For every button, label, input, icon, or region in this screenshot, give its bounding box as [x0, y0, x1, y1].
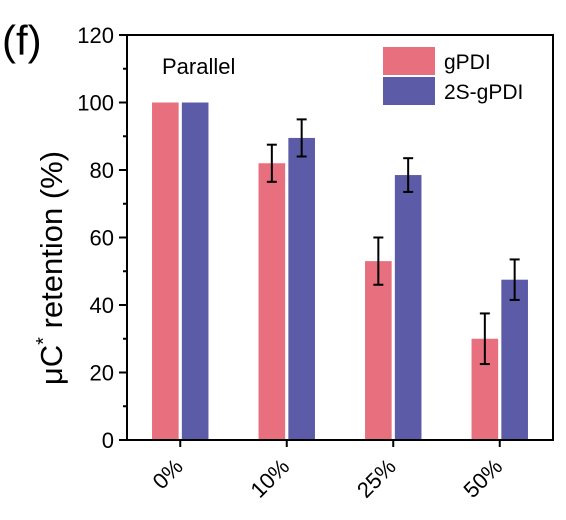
- bar-2s-gpdi-50pct: [501, 279, 528, 440]
- legend: gPDI 2S-gPDI: [383, 47, 523, 105]
- x-tick-label: 10%: [245, 454, 294, 503]
- x-tick-label: 0%: [148, 454, 188, 494]
- y-tick-label: 80: [90, 158, 114, 183]
- y-tick-label: 100: [77, 91, 114, 116]
- y-tick-label: 120: [77, 23, 114, 48]
- y-axis-label: μC* retention (%): [33, 151, 69, 385]
- y-tick-label: 60: [90, 226, 114, 251]
- legend-label-2s-gpdi: 2S-gPDI: [444, 81, 523, 104]
- plot-area: [152, 102, 528, 440]
- y-tick-label: 40: [90, 293, 114, 318]
- bar-2s-gpdi-0pct: [181, 102, 209, 440]
- bar-gpdi-25pct: [365, 261, 392, 440]
- annotation-parallel: Parallel: [162, 54, 235, 79]
- y-tick-label: 20: [90, 361, 114, 386]
- y-tick-label: 0: [102, 428, 114, 453]
- legend-swatch-2s-gpdi: [383, 77, 435, 105]
- y-axis-label-rest: retention (%): [34, 151, 69, 337]
- bar-gpdi-0pct: [152, 102, 179, 440]
- legend-label-gpdi: gPDI: [444, 51, 491, 74]
- y-axis-label-main: μC: [34, 345, 69, 385]
- y-axis-label-sup: *: [33, 337, 55, 345]
- x-tick-label: 25%: [352, 454, 401, 503]
- bar-gpdi-10pct: [258, 163, 286, 440]
- bar-2s-gpdi-25pct: [394, 175, 422, 440]
- panel-label: (f): [2, 17, 42, 64]
- bar-2s-gpdi-10pct: [288, 137, 315, 440]
- x-tick-label: 50%: [458, 454, 507, 503]
- legend-swatch-gpdi: [383, 47, 435, 75]
